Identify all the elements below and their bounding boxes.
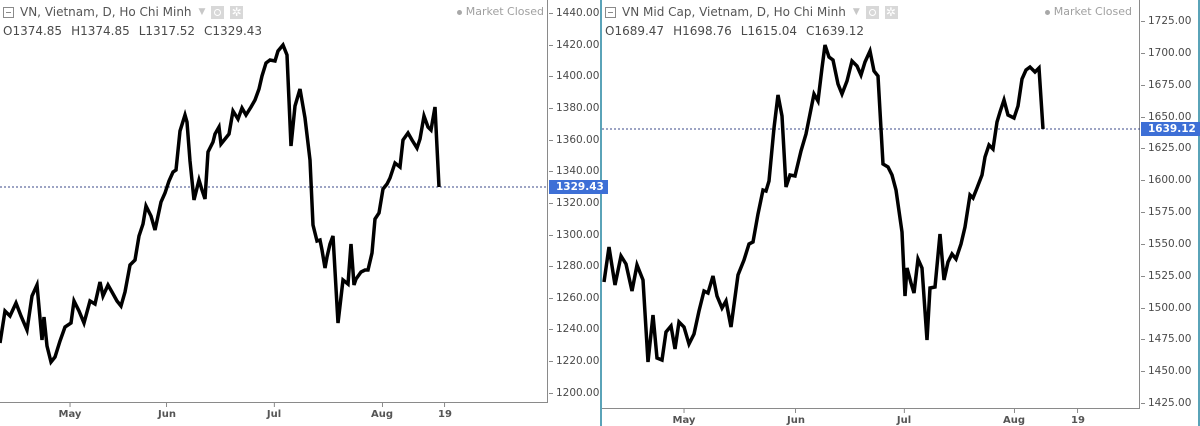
x-tick: 19 (1071, 409, 1085, 426)
y-tick: 1200.00 (549, 386, 599, 400)
series-legend: VN Mid Cap, Vietnam, D, Ho Chi Minh ▼ O1… (605, 3, 898, 41)
status-dot-icon (456, 9, 462, 15)
y-tick: 1675.00 (1141, 78, 1191, 92)
price-axis[interactable]: 1725.00 1700.00 1675.00 1650.00 1625.00 … (1141, 0, 1200, 410)
close-value: C1639.12 (806, 24, 865, 38)
x-tick: May (59, 403, 82, 420)
y-tick: 1360.00 (549, 133, 599, 147)
y-tick: 1600.00 (1141, 173, 1191, 187)
x-tick: Jul (897, 409, 911, 426)
status-dot-icon (1044, 9, 1050, 15)
collapse-icon[interactable] (605, 7, 616, 18)
high-value: H1698.76 (673, 24, 732, 38)
close-value: C1329.43 (204, 24, 263, 38)
plot-area[interactable] (602, 0, 1140, 409)
market-status: Market Closed (456, 5, 544, 18)
y-tick: 1300.00 (549, 228, 599, 242)
open-value: O1689.47 (605, 24, 665, 38)
collapse-icon[interactable] (3, 7, 14, 18)
y-tick: 1725.00 (1141, 14, 1191, 28)
y-tick: 1700.00 (1141, 46, 1191, 60)
series-title: VN, Vietnam, D, Ho Chi Minh (20, 5, 192, 19)
chart-panel-vn-midcap: VN Mid Cap, Vietnam, D, Ho Chi Minh ▼ O1… (600, 0, 1200, 426)
y-tick: 1450.00 (1141, 364, 1191, 378)
y-tick: 1625.00 (1141, 141, 1191, 155)
series-legend: VN, Vietnam, D, Ho Chi Minh ▼ O1374.85 H… (3, 3, 262, 41)
plot-area[interactable] (0, 0, 548, 403)
ohlc-values: O1689.47 H1698.76 L1615.04 C1639.12 (605, 22, 898, 41)
y-tick: 1340.00 (549, 164, 599, 178)
price-axis[interactable]: 1440.00 1420.00 1400.00 1380.00 1360.00 … (549, 0, 608, 403)
y-tick: 1650.00 (1141, 110, 1191, 124)
x-tick: Jun (787, 409, 805, 426)
y-tick: 1320.00 (549, 196, 599, 210)
high-value: H1374.85 (71, 24, 130, 38)
y-tick: 1500.00 (1141, 301, 1191, 315)
y-tick: 1280.00 (549, 259, 599, 273)
x-tick: Aug (1003, 409, 1025, 426)
low-value: L1317.52 (138, 24, 196, 38)
ohlc-values: O1374.85 H1374.85 L1317.52 C1329.43 (3, 22, 262, 41)
time-axis[interactable]: May Jun Jul Aug 19 (0, 403, 548, 426)
price-line-chart (602, 44, 1140, 363)
x-tick: Jul (267, 403, 281, 420)
x-tick: Jun (158, 403, 176, 420)
eye-icon[interactable] (865, 6, 879, 19)
dropdown-caret-icon[interactable]: ▼ (852, 7, 860, 17)
y-tick: 1425.00 (1141, 396, 1191, 410)
last-price-label: 1639.12 (1141, 122, 1200, 136)
y-tick: 1575.00 (1141, 205, 1191, 219)
y-tick: 1240.00 (549, 322, 599, 336)
open-value: O1374.85 (3, 24, 63, 38)
gear-icon[interactable] (230, 3, 244, 22)
gear-icon[interactable] (884, 3, 898, 22)
series-title: VN Mid Cap, Vietnam, D, Ho Chi Minh (622, 5, 846, 19)
time-axis[interactable]: May Jun Jul Aug 19 (602, 409, 1140, 426)
y-tick: 1260.00 (549, 291, 599, 305)
y-tick: 1525.00 (1141, 269, 1191, 283)
last-price-label: 1329.43 (549, 180, 608, 194)
low-value: L1615.04 (740, 24, 798, 38)
y-tick: 1475.00 (1141, 332, 1191, 346)
y-tick: 1440.00 (549, 6, 599, 20)
chart-panel-vn: VN, Vietnam, D, Ho Chi Minh ▼ O1374.85 H… (0, 0, 600, 426)
y-tick: 1420.00 (549, 38, 599, 52)
price-line-chart (0, 41, 548, 366)
x-tick: May (673, 409, 696, 426)
x-tick: 19 (438, 403, 452, 420)
market-status: Market Closed (1044, 5, 1132, 18)
x-tick: Aug (371, 403, 393, 420)
y-tick: 1380.00 (549, 101, 599, 115)
y-tick: 1550.00 (1141, 237, 1191, 251)
dropdown-caret-icon[interactable]: ▼ (198, 7, 206, 17)
y-tick: 1400.00 (549, 69, 599, 83)
eye-icon[interactable] (211, 6, 225, 19)
y-tick: 1220.00 (549, 354, 599, 368)
